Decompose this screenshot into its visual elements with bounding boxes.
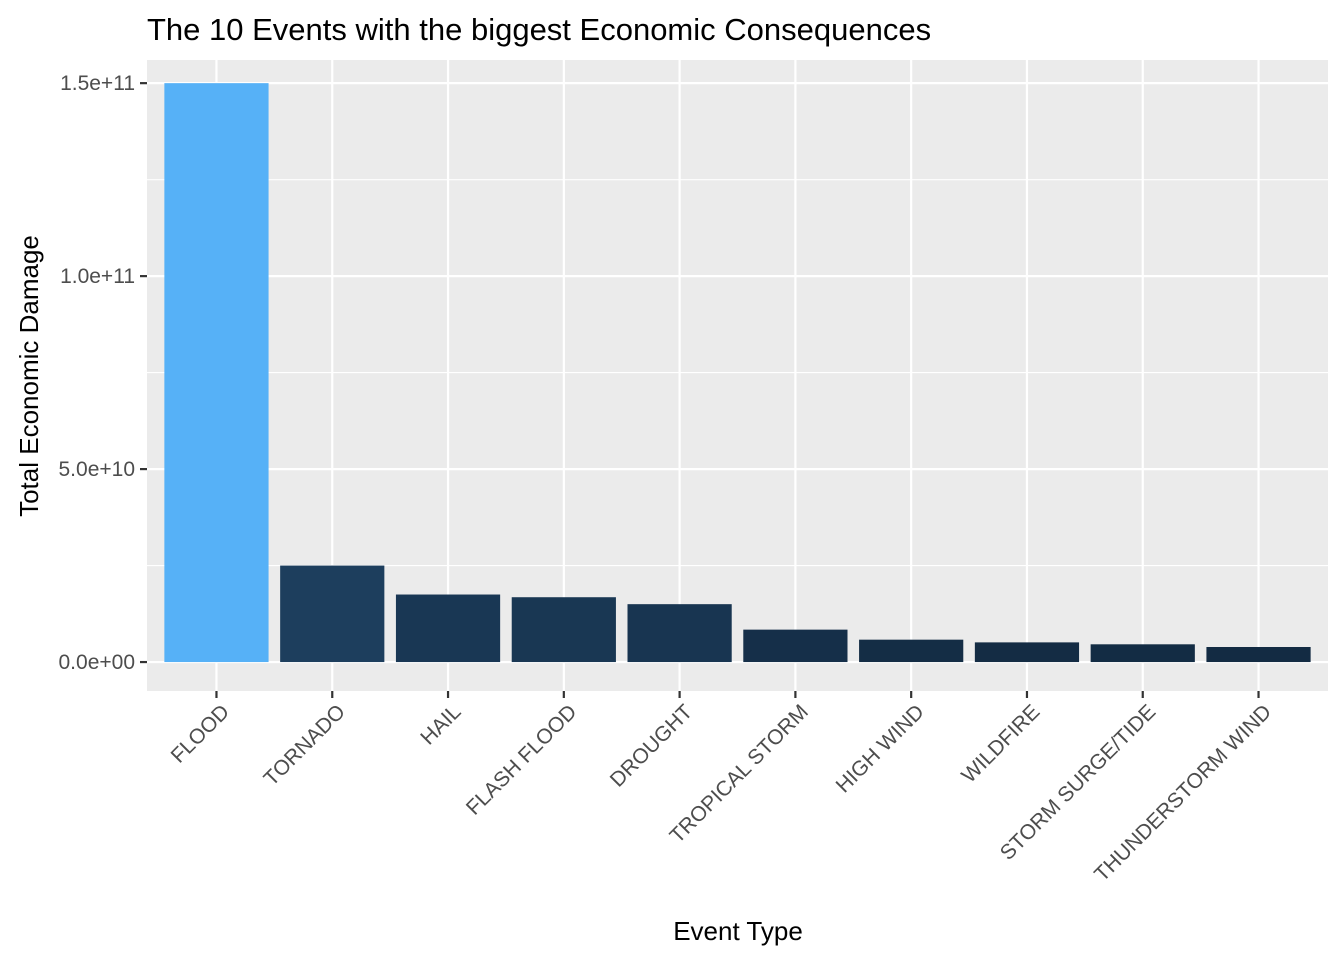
- bar-6: [859, 639, 964, 663]
- x-tick-label: DROUGHT: [606, 700, 697, 791]
- x-tick-label: TORNADO: [260, 700, 350, 790]
- bar-3: [511, 597, 616, 663]
- bar-2: [395, 594, 501, 663]
- x-axis-title: Event Type: [673, 916, 803, 946]
- x-tick-label: HIGH WIND: [832, 700, 929, 797]
- bar-5: [743, 629, 848, 663]
- bar-1: [280, 565, 385, 663]
- x-tick-label: WILDFIRE: [957, 700, 1044, 787]
- chart-title: The 10 Events with the biggest Economic …: [147, 12, 931, 47]
- bar-0: [164, 83, 269, 663]
- bar-7: [974, 642, 1080, 663]
- x-tick-label: FLASH FLOOD: [462, 700, 581, 819]
- y-tick-label: 1.5e+11: [60, 72, 135, 95]
- bar-9: [1206, 647, 1311, 663]
- bar-4: [627, 604, 732, 663]
- x-tick-label: HAIL: [416, 700, 465, 749]
- bars: [164, 83, 1311, 663]
- y-tick-label: 1.0e+11: [60, 265, 135, 288]
- y-tick-label: 5.0e+10: [59, 458, 136, 481]
- bar-8: [1090, 644, 1195, 663]
- y-tick-label: 0.0e+00: [59, 651, 136, 674]
- y-axis-title: Total Economic Damage: [14, 235, 44, 517]
- y-axis: 0.0e+00 5.0e+10 1.0e+11 1.5e+11: [59, 72, 147, 674]
- x-tick-label: FLOOD: [167, 700, 234, 767]
